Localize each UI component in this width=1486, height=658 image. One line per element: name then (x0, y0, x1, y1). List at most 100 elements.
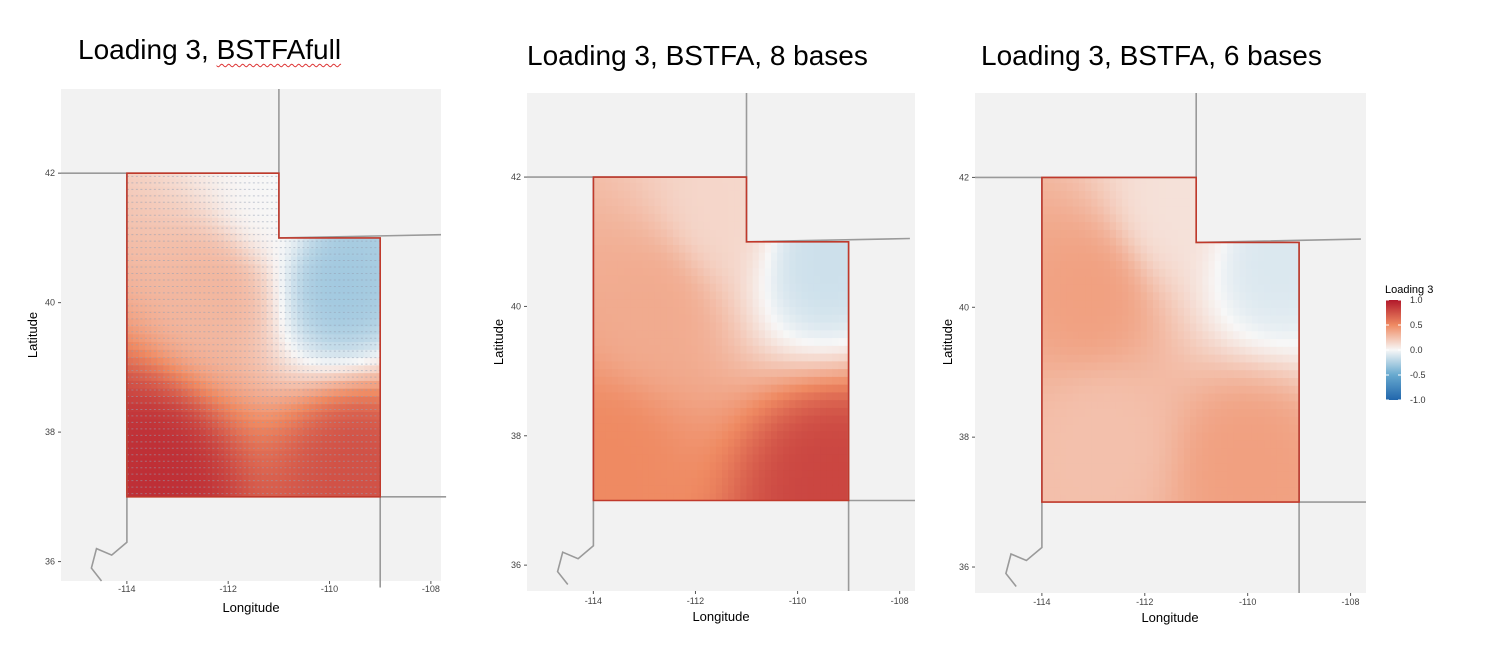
heat-cell (224, 442, 231, 451)
heat-cell (593, 259, 601, 269)
heat-cell (838, 484, 846, 494)
heat-cell (1041, 299, 1049, 308)
heat-cell (291, 458, 298, 467)
heat-cell (740, 368, 748, 377)
heat-cell (1128, 213, 1136, 223)
heat-cell (1190, 205, 1197, 215)
heat-cell (832, 244, 840, 253)
heat-cell (740, 399, 748, 408)
heat-cell (666, 469, 674, 478)
heat-cell (291, 318, 298, 327)
heat-cell (642, 244, 650, 253)
heat-cell (844, 259, 849, 269)
heat-cell (771, 492, 778, 501)
heat-cell (199, 287, 207, 296)
heat-cell (728, 182, 735, 191)
heat-cell (722, 376, 729, 385)
heat-cell (1128, 470, 1136, 480)
heat-cell (260, 341, 268, 350)
heat-cell (193, 450, 201, 459)
heat-cell (1103, 315, 1111, 324)
heat-cell (838, 244, 846, 253)
heat-cell (1146, 307, 1154, 316)
heat-cell (181, 395, 189, 405)
heat-cell (236, 279, 243, 288)
heat-cell (333, 388, 341, 397)
heat-cell (211, 411, 219, 420)
heat-cell (654, 422, 662, 432)
heat-cell (242, 240, 250, 249)
heat-cell (1041, 486, 1049, 495)
heat-cell (630, 236, 637, 245)
heat-cell (1048, 385, 1055, 394)
heat-cell (685, 360, 692, 370)
heat-cell (272, 341, 280, 350)
heat-cell (1060, 291, 1068, 301)
heat-cell (1072, 385, 1080, 394)
heat-cell (605, 469, 613, 478)
heat-cell (163, 224, 171, 234)
heat-cell (593, 275, 601, 284)
heat-cell (163, 193, 171, 203)
heat-cell (218, 248, 225, 257)
heat-cell (617, 182, 625, 191)
heat-cell (1171, 439, 1179, 449)
heat-cell (169, 193, 177, 203)
heat-cell (345, 349, 353, 358)
heat-cell (832, 290, 840, 300)
heat-cell (1128, 447, 1136, 456)
heat-cell (303, 333, 310, 343)
heat-cell (605, 283, 613, 292)
heat-cell (654, 376, 662, 385)
heat-cell (345, 458, 353, 467)
heat-cell (642, 236, 650, 245)
heat-cell (728, 283, 735, 292)
heat-cell (813, 252, 821, 261)
heat-cell (242, 287, 250, 296)
heat-cell (777, 314, 784, 323)
heat-cell (345, 248, 353, 257)
heat-cell (764, 453, 772, 463)
heat-cell (1078, 252, 1086, 262)
heat-cell (679, 329, 686, 339)
heat-cell (291, 426, 298, 436)
heat-cell (795, 244, 803, 253)
heat-cell (193, 287, 201, 296)
heat-cell (175, 302, 183, 311)
heat-cell (1041, 439, 1049, 449)
heat-cell (617, 221, 625, 230)
heat-cell (1183, 276, 1191, 285)
heat-cell (254, 201, 262, 211)
heat-cell (1060, 408, 1068, 417)
heat-cell (272, 310, 280, 319)
heat-cell (1048, 252, 1055, 262)
heat-cell (1085, 205, 1092, 215)
heat-cell (1159, 291, 1166, 301)
heat-cell (1072, 377, 1080, 386)
heat-cell (145, 419, 152, 428)
heat-cell (218, 232, 225, 242)
heat-cell (1177, 416, 1185, 425)
heat-cell (1183, 322, 1191, 332)
heat-cell (752, 252, 760, 261)
heat-cell (230, 318, 237, 327)
heat-cell (230, 395, 237, 405)
heat-cell (1085, 221, 1092, 230)
heat-cell (636, 376, 643, 385)
heat-cell (783, 422, 791, 432)
heat-cell (193, 201, 201, 211)
heat-cell (169, 310, 177, 319)
heat-cell (1159, 299, 1166, 308)
heat-cell (1196, 486, 1203, 495)
heat-cell (351, 302, 359, 311)
heat-cell (145, 224, 152, 234)
heat-cell (642, 190, 650, 199)
heat-cell (175, 294, 183, 304)
heat-cell (187, 434, 195, 444)
heat-cell (624, 446, 631, 455)
heat-cell (648, 368, 656, 377)
heat-cell (199, 481, 207, 490)
heat-cell (1109, 244, 1117, 254)
heat-cell (1134, 299, 1142, 308)
